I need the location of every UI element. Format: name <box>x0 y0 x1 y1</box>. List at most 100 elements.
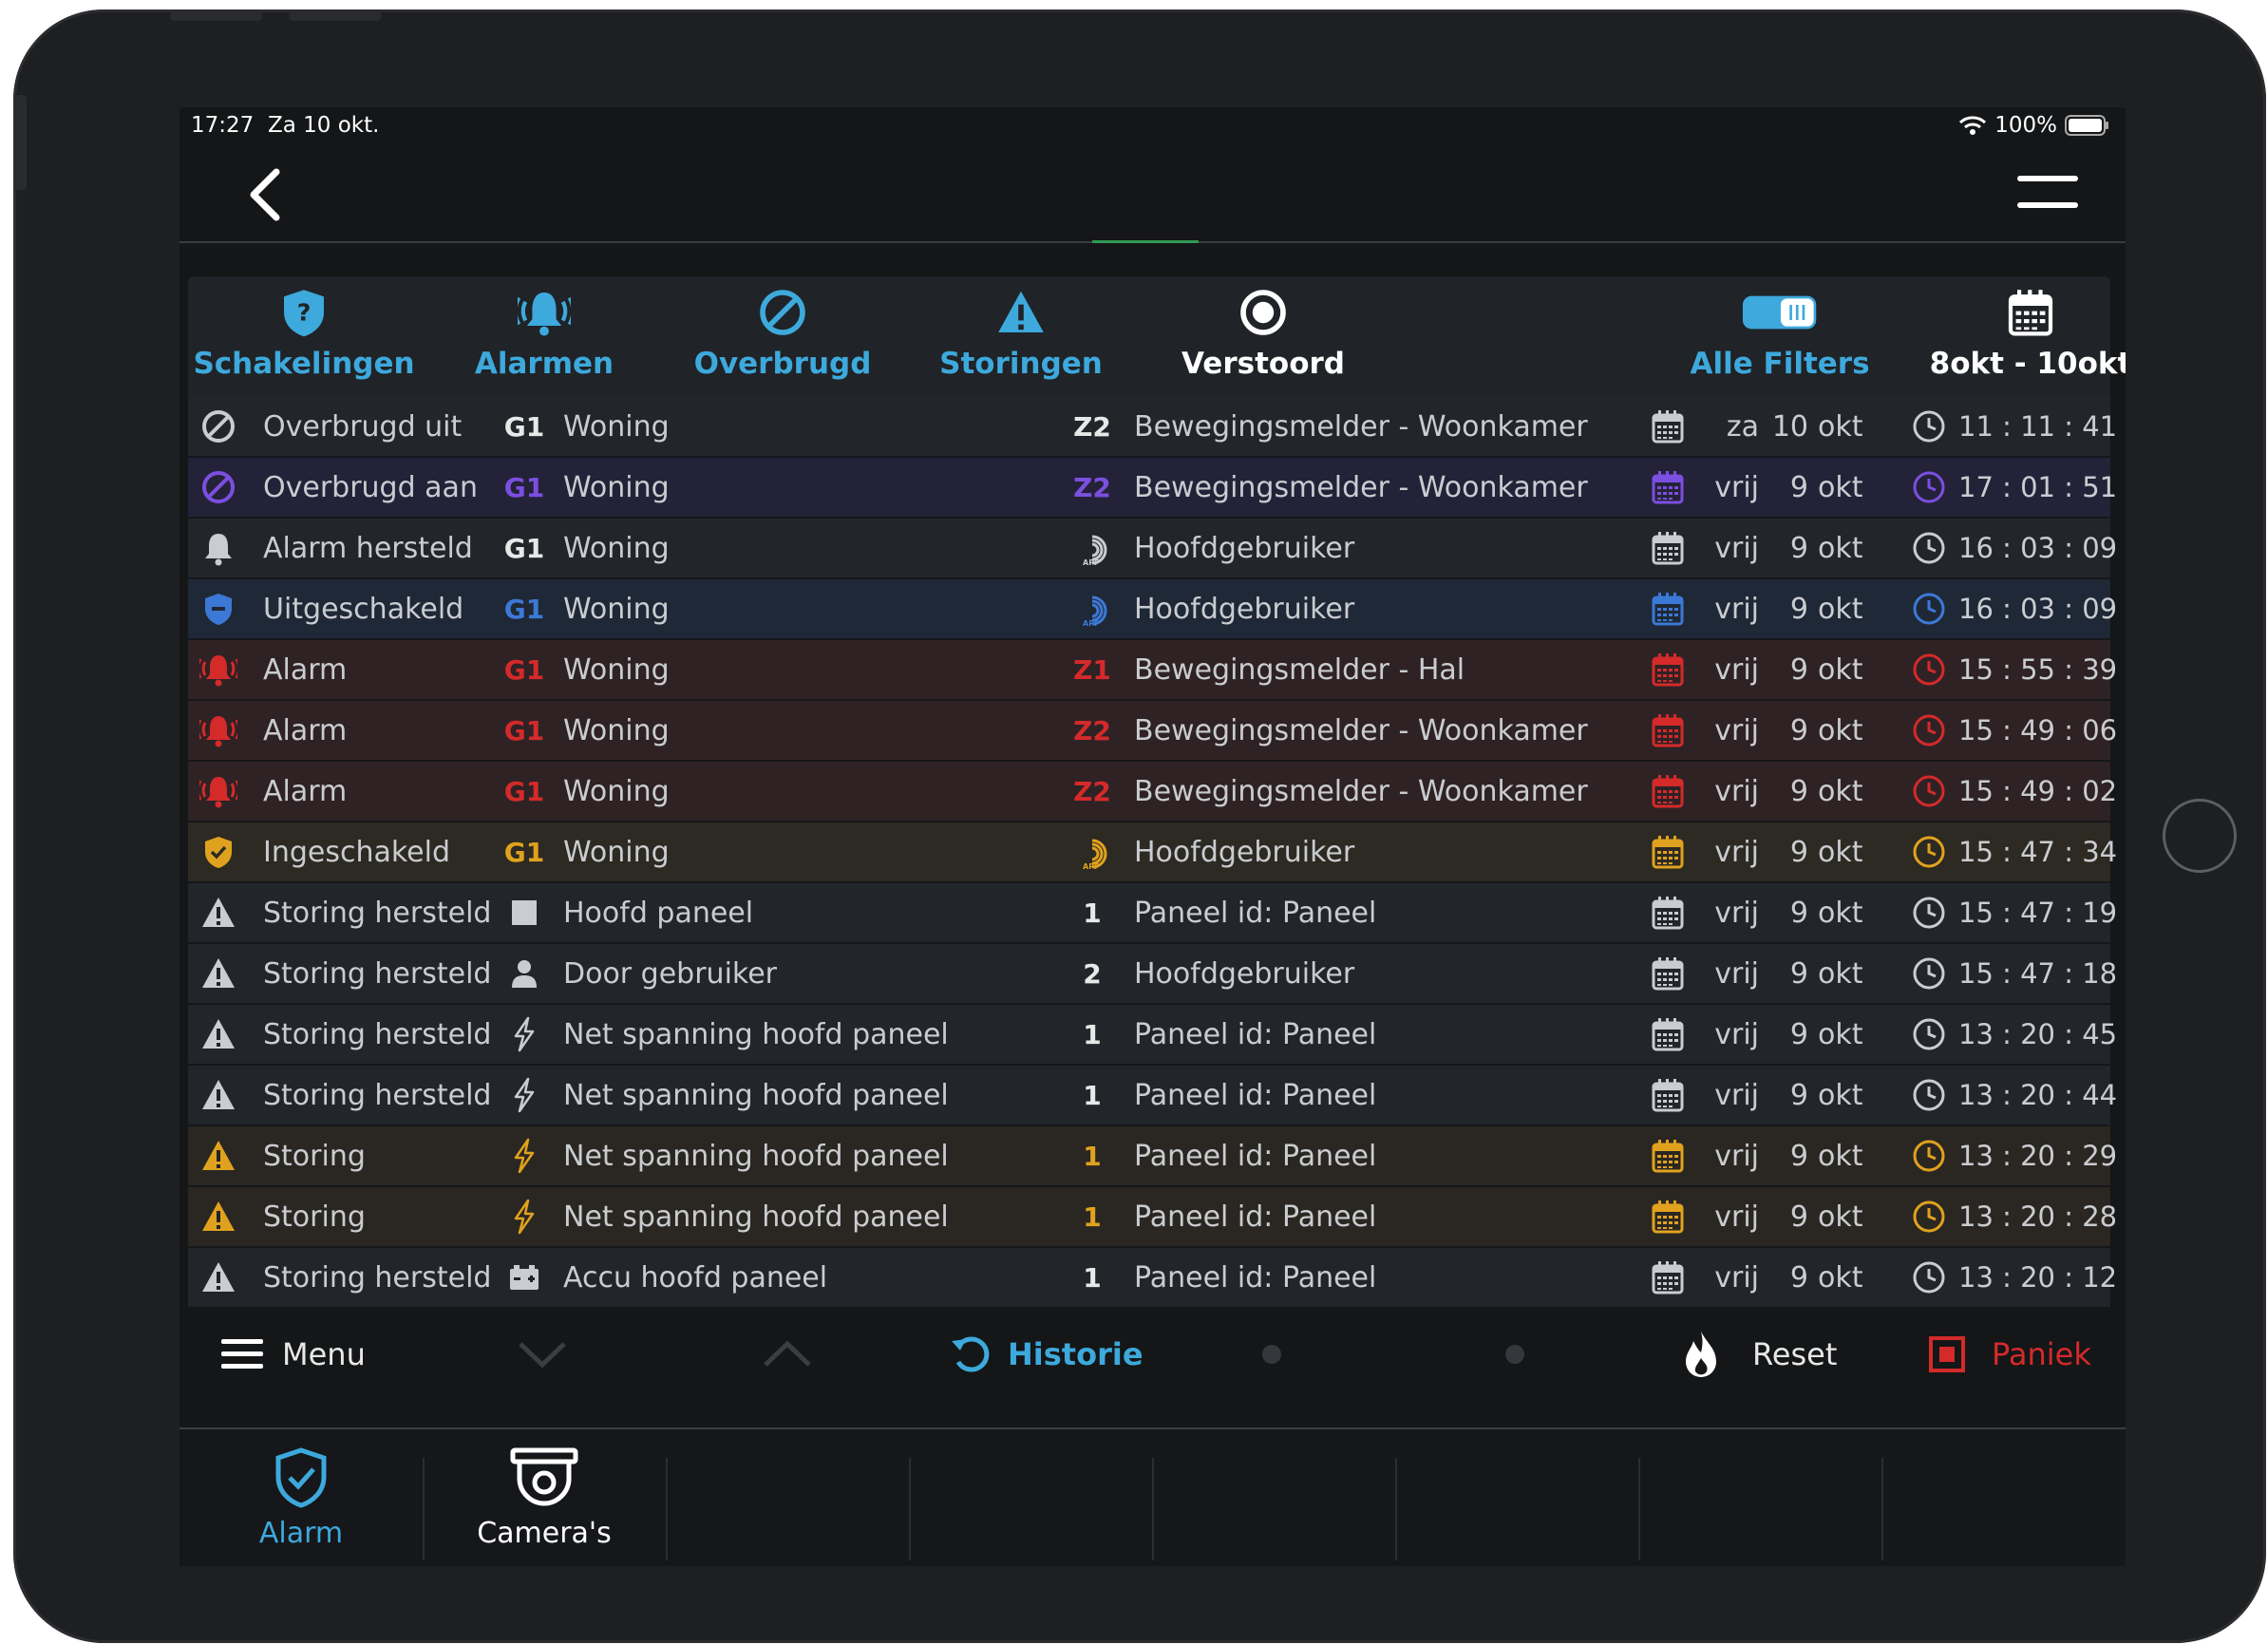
table-row[interactable]: Storing hersteld Net spanning hoofd panee… <box>188 1066 2117 1126</box>
event-daynum: 9 <box>1789 652 1808 687</box>
disturbed-icon <box>1240 290 1286 335</box>
table-row[interactable]: Storing hersteld Hoofd paneel 1 Paneel id: … <box>188 883 2117 944</box>
clock-icon <box>1913 897 1945 929</box>
event-month: okt <box>1818 713 1863 747</box>
table-row[interactable]: Storing Net spanning hoofd paneel 1 Paneel … <box>188 1187 2117 1248</box>
table-row[interactable]: Alarm G1 Woning Z2 Bewegingsmelder - Woonkam… <box>188 701 2117 762</box>
tab-cameras[interactable]: Camera's <box>423 1429 666 1566</box>
calendar-icon <box>1652 957 1684 991</box>
filter-storingen[interactable]: Storingen <box>898 286 1144 381</box>
scroll-up-button[interactable] <box>762 1280 813 1427</box>
back-arrow-icon[interactable] <box>238 166 295 223</box>
event-time: 15 : 49 : 02 <box>1958 775 2118 807</box>
event-month: okt <box>1818 1139 1863 1173</box>
table-row[interactable]: Storing hersteld Net spanning hoofd panee… <box>188 1005 2117 1066</box>
panic-button[interactable]: Paniek <box>1929 1280 2091 1427</box>
tab-alarm[interactable]: Alarm <box>180 1429 423 1566</box>
calendar-icon <box>1652 1140 1684 1173</box>
chevron-up-icon <box>764 1340 811 1367</box>
filter-verstoord[interactable]: Verstoord <box>1140 286 1387 381</box>
event-detail: Paneel id: Paneel <box>1134 1078 1377 1112</box>
area-name: Woning <box>563 652 670 687</box>
table-row[interactable]: Alarm G1 Woning Z2 Bewegingsmelder - Woonkam… <box>188 762 2117 822</box>
tab-alarm-label: Alarm <box>258 1517 344 1550</box>
tab-divider <box>909 1458 911 1560</box>
app-screen: 17:27 Za 10 okt. 100% ? Schakelingen Alarm… <box>180 107 2126 1566</box>
cell <box>199 397 237 456</box>
filter-alle-filters[interactable]: Alle Filters <box>1656 286 1903 381</box>
calendar-icon <box>1652 1018 1684 1051</box>
top-navigation <box>180 145 2126 243</box>
toggle-icon <box>1743 295 1817 330</box>
area-name: Woning <box>563 713 670 747</box>
cell <box>1910 458 1948 517</box>
cell <box>498 1187 551 1246</box>
filter-schakelingen[interactable]: ? Schakelingen <box>180 286 427 381</box>
area-name: Woning <box>563 592 670 626</box>
cell: 1 <box>1066 1248 1119 1307</box>
hamburger-menu-icon[interactable] <box>2017 174 2078 212</box>
cell: APP <box>1066 519 1119 577</box>
shield-question-icon: ? <box>284 290 324 337</box>
event-daynum: 9 <box>1789 1260 1808 1294</box>
filter-8okt-10okt[interactable]: 8okt - 10okt <box>1907 286 2126 381</box>
filter-overbrugd[interactable]: Overbrugd <box>659 286 906 381</box>
reset-button[interactable]: Reset <box>1682 1280 1837 1427</box>
cell: G1 <box>498 458 551 517</box>
table-row[interactable]: Uitgeschakeld G1 Woning APP Hoofdgebruiker vr… <box>188 579 2117 640</box>
calendar-icon <box>1652 532 1684 565</box>
table-row[interactable]: Ingeschakeld G1 Woning APP Hoofdgebruiker vri… <box>188 822 2117 883</box>
clock-icon <box>1913 775 1945 807</box>
event-type: Storing hersteld <box>263 1260 492 1294</box>
area-name: Net spanning hoofd paneel <box>563 1078 949 1112</box>
table-row[interactable]: Storing hersteld Accu hoofd paneel 1 Paneel… <box>188 1248 2117 1309</box>
area-name: Hoofd paneel <box>563 896 754 930</box>
area-name: Accu hoofd paneel <box>563 1260 828 1294</box>
area-name: Woning <box>563 835 670 869</box>
event-detail: Bewegingsmelder - Woonkamer <box>1134 774 1588 808</box>
cell <box>1910 822 1948 881</box>
menu-button[interactable]: Menu <box>221 1280 366 1427</box>
event-type: Storing hersteld <box>263 896 492 930</box>
table-row[interactable]: Alarm hersteld G1 Woning APP Hoofdgebruiker v… <box>188 519 2117 579</box>
history-icon <box>952 1336 990 1371</box>
fire-icon <box>1686 1331 1716 1377</box>
filter-alarmen[interactable]: Alarmen <box>421 286 668 381</box>
cell <box>1910 1187 1948 1246</box>
tab-divider <box>423 1458 425 1560</box>
panel-icon <box>512 900 537 925</box>
filter-bar: ? Schakelingen Alarmen Overbrugd Storingen Ve… <box>188 276 2126 397</box>
event-time: 13 : 20 : 45 <box>1958 1018 2118 1050</box>
cell <box>1649 579 1687 638</box>
event-month: okt <box>1818 652 1863 687</box>
event-detail: Paneel id: Paneel <box>1134 896 1377 930</box>
tab-divider <box>1881 1458 1883 1560</box>
cell <box>1649 822 1687 881</box>
hardware-button <box>13 95 27 190</box>
bell-icon <box>205 534 232 566</box>
home-button[interactable] <box>2163 799 2237 873</box>
event-detail: Paneel id: Paneel <box>1134 1260 1377 1294</box>
table-row[interactable]: Storing hersteld Door gebruiker 2 Hoofdgebr… <box>188 944 2117 1005</box>
svg-text:APP: APP <box>1083 558 1100 567</box>
event-time: 13 : 20 : 28 <box>1958 1200 2118 1233</box>
page-indicator <box>1092 240 1199 243</box>
event-day: za <box>1726 409 1759 444</box>
tab-divider <box>1395 1458 1397 1560</box>
event-detail: Hoofdgebruiker <box>1134 592 1355 626</box>
table-row[interactable]: Alarm G1 Woning Z1 Bewegingsmelder - Hal vrij… <box>188 640 2117 701</box>
history-button[interactable]: Historie <box>949 1280 1143 1427</box>
warning-icon <box>202 1141 235 1170</box>
area-name: Net spanning hoofd paneel <box>563 1139 949 1173</box>
table-row[interactable]: Storing Net spanning hoofd paneel 1 Paneel … <box>188 1126 2117 1187</box>
zone-code: 1 <box>1083 1261 1102 1294</box>
shield-check-icon <box>205 837 232 868</box>
scroll-down-button[interactable] <box>517 1280 568 1427</box>
event-day: vrij <box>1714 592 1759 626</box>
area-code: G1 <box>503 775 545 807</box>
cell <box>1910 1005 1948 1064</box>
event-daynum: 9 <box>1789 470 1808 504</box>
event-day: vrij <box>1714 652 1759 687</box>
table-row[interactable]: Overbrugd aan G1 Woning Z2 Bewegingsmelder -… <box>188 458 2117 519</box>
table-row[interactable]: Overbrugd uit G1 Woning Z2 Bewegingsmelder -… <box>188 397 2117 458</box>
